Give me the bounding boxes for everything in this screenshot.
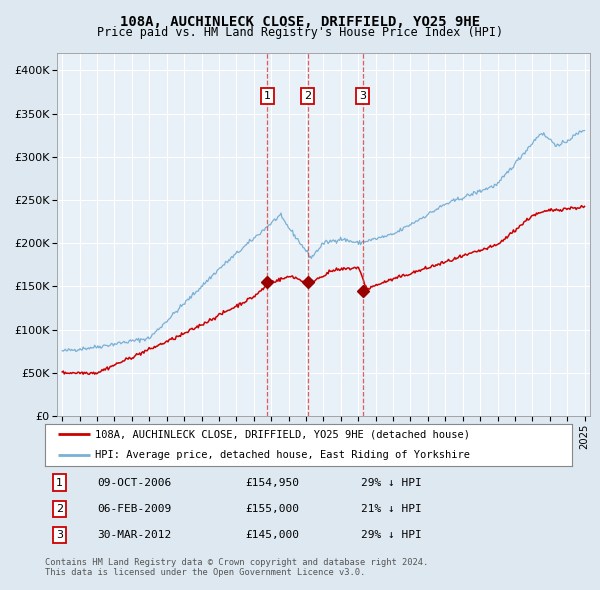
Text: £145,000: £145,000 [245, 530, 299, 540]
Text: 1: 1 [56, 477, 63, 487]
Text: Contains HM Land Registry data © Crown copyright and database right 2024.: Contains HM Land Registry data © Crown c… [45, 558, 428, 566]
Text: £154,950: £154,950 [245, 477, 299, 487]
Text: 30-MAR-2012: 30-MAR-2012 [98, 530, 172, 540]
Text: 29% ↓ HPI: 29% ↓ HPI [361, 530, 422, 540]
Text: This data is licensed under the Open Government Licence v3.0.: This data is licensed under the Open Gov… [45, 568, 365, 577]
Text: 2: 2 [56, 504, 64, 514]
Text: 108A, AUCHINLECK CLOSE, DRIFFIELD, YO25 9HE: 108A, AUCHINLECK CLOSE, DRIFFIELD, YO25 … [120, 15, 480, 29]
Text: 06-FEB-2009: 06-FEB-2009 [98, 504, 172, 514]
Text: 29% ↓ HPI: 29% ↓ HPI [361, 477, 422, 487]
Text: 108A, AUCHINLECK CLOSE, DRIFFIELD, YO25 9HE (detached house): 108A, AUCHINLECK CLOSE, DRIFFIELD, YO25 … [95, 430, 470, 439]
Text: Price paid vs. HM Land Registry's House Price Index (HPI): Price paid vs. HM Land Registry's House … [97, 26, 503, 39]
Text: 3: 3 [359, 91, 366, 101]
Text: 1: 1 [263, 91, 271, 101]
Text: 21% ↓ HPI: 21% ↓ HPI [361, 504, 422, 514]
Text: HPI: Average price, detached house, East Riding of Yorkshire: HPI: Average price, detached house, East… [95, 451, 470, 460]
Text: 3: 3 [56, 530, 63, 540]
Text: £155,000: £155,000 [245, 504, 299, 514]
Text: 09-OCT-2006: 09-OCT-2006 [98, 477, 172, 487]
Text: 2: 2 [304, 91, 311, 101]
